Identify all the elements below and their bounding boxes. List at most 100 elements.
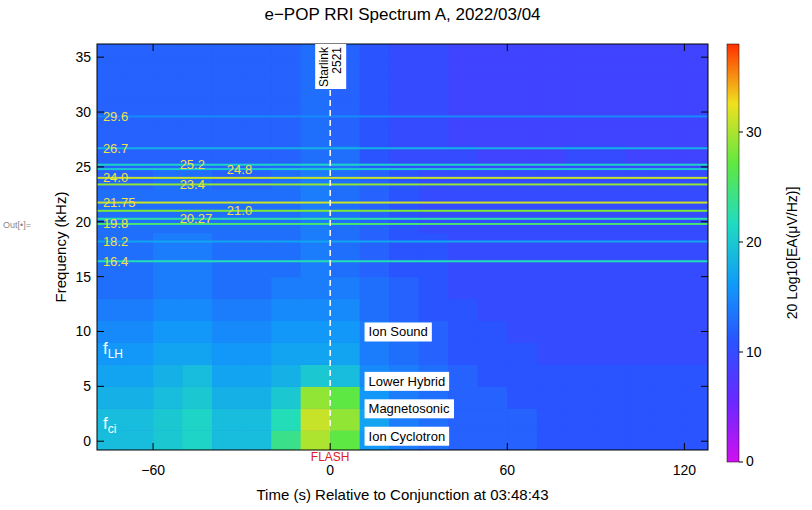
- cell: [301, 189, 331, 211]
- cell: [389, 57, 419, 79]
- cell: [537, 408, 567, 430]
- line-label: 26.7: [103, 141, 128, 156]
- cell: [566, 79, 596, 101]
- cell: [507, 321, 537, 343]
- cell: [655, 255, 685, 277]
- cell: [301, 430, 331, 450]
- cell: [212, 79, 242, 101]
- cell: [478, 79, 508, 101]
- x-axis-title: Time (s) Relative to Conjunction at 03:4…: [256, 486, 548, 503]
- x-tick: [153, 44, 154, 51]
- cell: [537, 123, 567, 145]
- cell: [537, 299, 567, 321]
- cell: [625, 79, 655, 101]
- frequency-label: fLH: [103, 339, 123, 361]
- plot-background: [97, 44, 708, 450]
- cell: [97, 57, 124, 79]
- cell: [271, 299, 301, 321]
- y-tick: [97, 276, 104, 277]
- cell: [360, 44, 390, 58]
- cell: [389, 255, 419, 277]
- y-tick: [701, 57, 708, 58]
- cell: [301, 101, 331, 123]
- cell: [153, 299, 183, 321]
- cell: [301, 364, 331, 386]
- cell: [684, 44, 708, 58]
- cell: [566, 255, 596, 277]
- prefix: Out[•]=: [3, 220, 31, 230]
- cell: [212, 408, 242, 430]
- cell: [153, 233, 183, 255]
- cell: [507, 364, 537, 386]
- cell: [478, 430, 508, 450]
- cell: [330, 364, 360, 386]
- cell: [153, 57, 183, 79]
- cell: [684, 123, 708, 145]
- cell: [389, 211, 419, 233]
- cell: [655, 364, 685, 386]
- colorbar-tick-label: 10: [746, 344, 762, 360]
- cell: [566, 342, 596, 364]
- y-tick-label: 30: [75, 104, 91, 120]
- y-tick-label: 35: [75, 49, 91, 65]
- label-box: [365, 399, 454, 418]
- cell: [537, 44, 567, 58]
- cell: [655, 57, 685, 79]
- cell: [684, 430, 708, 450]
- y-tick-label: 10: [75, 323, 91, 339]
- cell: [212, 277, 242, 299]
- cell: [478, 101, 508, 123]
- cell: [596, 57, 626, 79]
- colorbar: [727, 44, 739, 462]
- cell: [507, 430, 537, 450]
- cell: [389, 233, 419, 255]
- event-box: [315, 44, 346, 89]
- y-tick: [97, 166, 104, 167]
- cell: [507, 211, 537, 233]
- cell: [330, 299, 360, 321]
- cell: [684, 364, 708, 386]
- cell: [360, 342, 390, 364]
- cell: [684, 233, 708, 255]
- cell: [537, 57, 567, 79]
- cell: [655, 101, 685, 123]
- cell: [625, 342, 655, 364]
- cell: [625, 430, 655, 450]
- cell: [330, 386, 360, 408]
- cell: [419, 342, 449, 364]
- cell: [183, 255, 213, 277]
- y-tick: [701, 276, 708, 277]
- cell: [448, 233, 478, 255]
- cell: [242, 430, 272, 450]
- cell: [478, 277, 508, 299]
- cell: [271, 211, 301, 233]
- cell: [478, 408, 508, 430]
- cell: [242, 44, 272, 58]
- cell: [684, 211, 708, 233]
- cell: [537, 364, 567, 386]
- cell: [655, 342, 685, 364]
- cell: [448, 123, 478, 145]
- cell: [596, 277, 626, 299]
- cell: [330, 255, 360, 277]
- cell: [389, 299, 419, 321]
- y-tick: [97, 386, 104, 387]
- frame: [97, 44, 708, 450]
- cell: [566, 44, 596, 58]
- cell: [124, 277, 154, 299]
- cell: [655, 211, 685, 233]
- cell: [330, 101, 360, 123]
- cell: [419, 277, 449, 299]
- cell: [625, 386, 655, 408]
- cell: [566, 364, 596, 386]
- cell: [153, 386, 183, 408]
- label-box: [365, 427, 450, 446]
- cell: [537, 342, 567, 364]
- cell: [507, 408, 537, 430]
- cell: [271, 44, 301, 58]
- cell: [625, 57, 655, 79]
- cell: [153, 189, 183, 211]
- cell: [478, 57, 508, 79]
- line-label: 24.8: [227, 162, 252, 177]
- cell: [625, 408, 655, 430]
